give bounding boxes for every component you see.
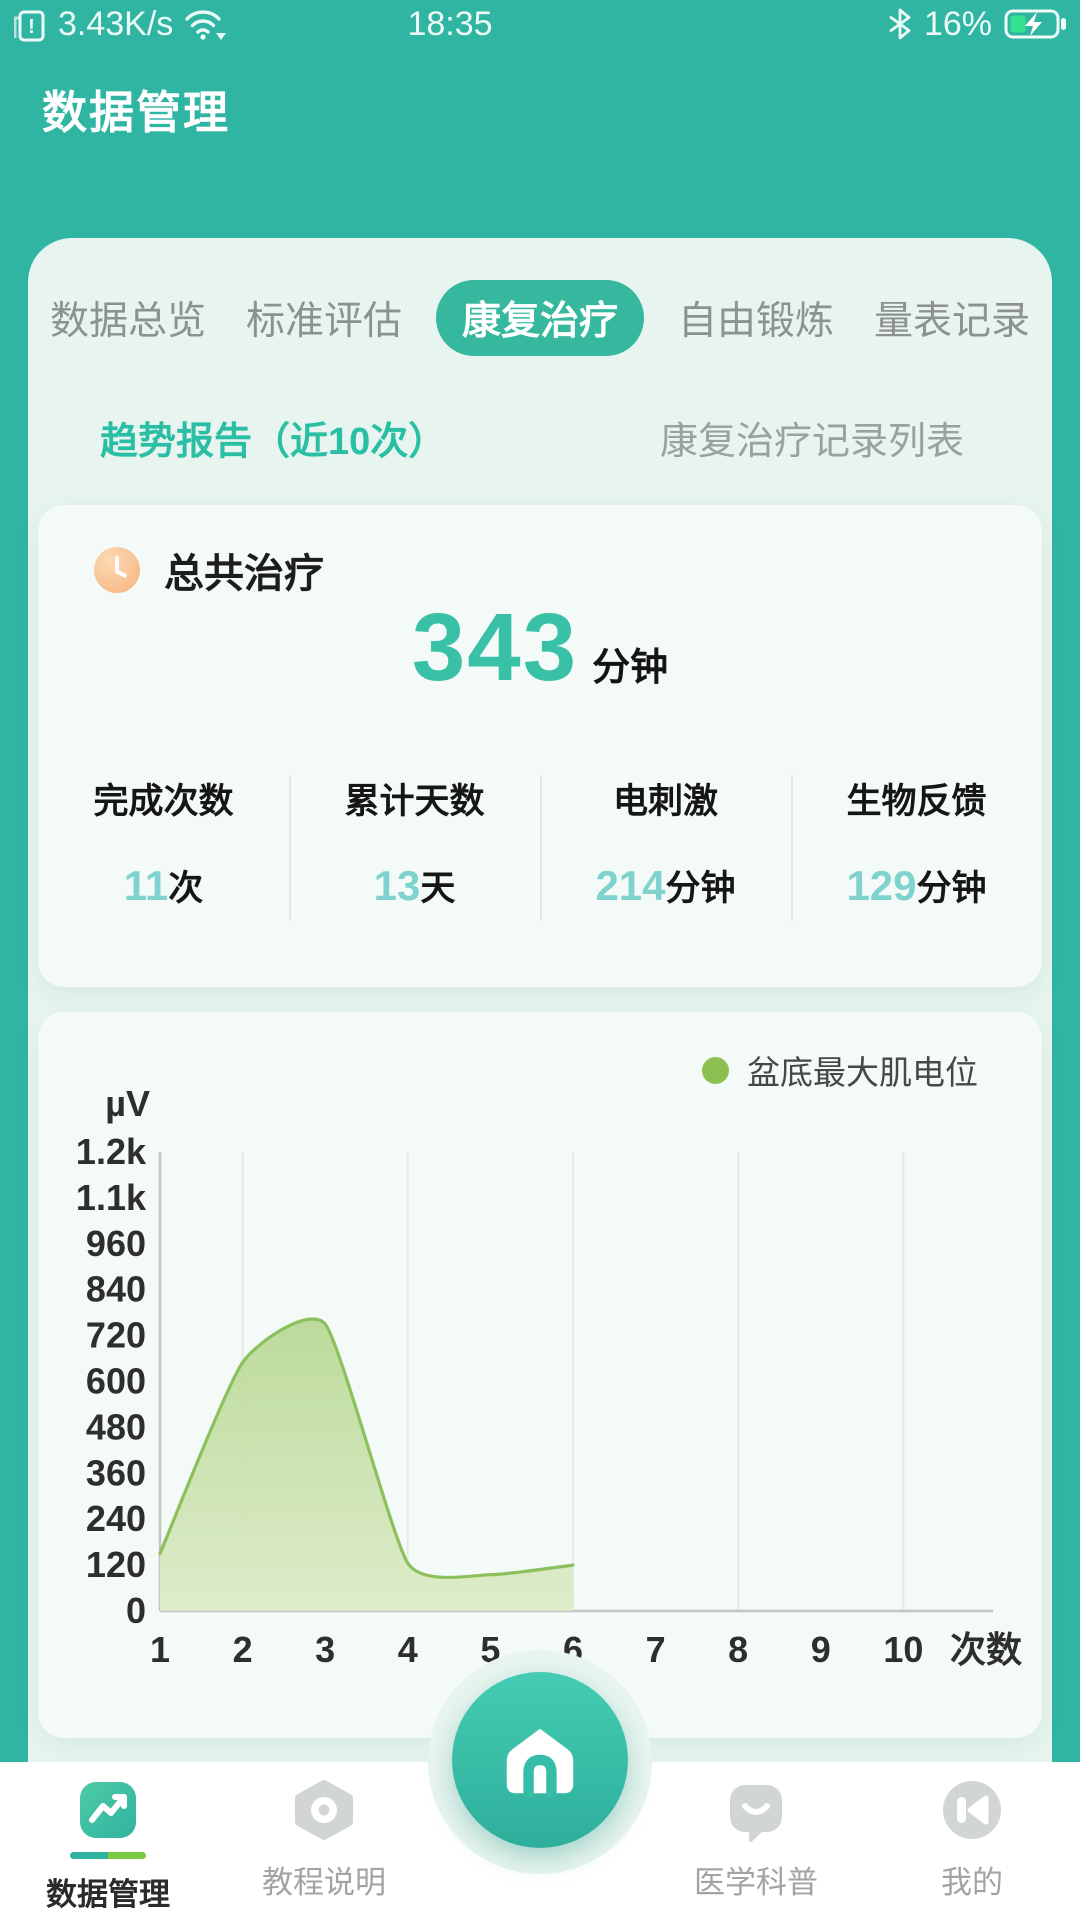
- svg-text:480: 480: [86, 1406, 146, 1447]
- svg-text:0: 0: [126, 1590, 146, 1631]
- tab-0[interactable]: 数据总览: [50, 300, 207, 343]
- nav-label: 数据管理: [46, 1877, 170, 1912]
- svg-text:720: 720: [86, 1315, 146, 1356]
- stat-value: 11次: [123, 862, 204, 909]
- svg-text:µV: µV: [105, 1083, 150, 1124]
- status-left-group: ! 3.43K/s: [14, 0, 227, 48]
- stat-value: 214分钟: [595, 862, 736, 909]
- stat-label: 电刺激: [612, 782, 718, 821]
- battery-charging-icon: [1004, 9, 1066, 39]
- svg-text:240: 240: [86, 1498, 146, 1539]
- svg-text:10: 10: [883, 1629, 923, 1670]
- svg-text:7: 7: [646, 1629, 666, 1670]
- home-icon: [506, 1728, 574, 1799]
- tab-2[interactable]: 康复治疗: [435, 280, 644, 356]
- bluetooth-icon: [889, 8, 911, 40]
- stat-1: 累计天数 13天: [289, 773, 540, 921]
- home-button[interactable]: [452, 1672, 628, 1848]
- stat-label: 累计天数: [344, 782, 485, 821]
- profile-icon: [940, 1778, 1004, 1847]
- stat-label: 生物反馈: [846, 782, 987, 821]
- content-panel: 数据总览 标准评估 康复治疗 自由锻炼 量表记录 趋势报告（近10次） 康复治疗记录列表 …: [28, 238, 1052, 1818]
- legend-dot-icon: [702, 1056, 729, 1084]
- svg-text:9: 9: [811, 1629, 831, 1670]
- svg-text:840: 840: [86, 1269, 146, 1310]
- subtab-0[interactable]: 趋势报告（近10次）: [100, 421, 447, 463]
- stat-value: 129分钟: [846, 862, 987, 909]
- svg-text:8: 8: [728, 1629, 748, 1670]
- tab-4[interactable]: 量表记录: [873, 300, 1030, 343]
- summary-header: 总共治疗: [94, 541, 324, 599]
- active-underline: [70, 1852, 146, 1859]
- svg-text:960: 960: [86, 1223, 146, 1264]
- status-time: 18:35: [407, 4, 493, 43]
- svg-text:1.2k: 1.2k: [76, 1131, 147, 1172]
- total-treatment-row: 343 分钟: [38, 593, 1042, 703]
- svg-text:600: 600: [86, 1361, 146, 1402]
- summary-stats-row: 完成次数 11次 累计天数 13天 电刺激 214分钟 生物反馈 129分钟: [38, 773, 1042, 921]
- total-minutes-value: 343: [411, 594, 579, 701]
- tab-3[interactable]: 自由锻炼: [677, 300, 834, 343]
- wifi-icon: [185, 10, 227, 40]
- chart-line-icon: [76, 1778, 140, 1847]
- area-fill: [160, 1318, 573, 1611]
- svg-text:1.1k: 1.1k: [76, 1177, 147, 1218]
- page-title: 数据管理: [42, 87, 231, 138]
- subtab-bar: 趋势报告（近10次） 康复治疗记录列表: [100, 410, 964, 465]
- nav-label: 医学科普: [694, 1865, 818, 1900]
- stat-value: 13天: [373, 862, 456, 909]
- trend-chart-card: 盆底最大肌电位 µV 1.2k 1.1k 960 840 720 600 480 360 240 1…: [38, 1012, 1042, 1738]
- tab-bar: 数据总览 标准评估 康复治疗 自由锻炼 量表记录: [44, 280, 1036, 356]
- sim-alert-icon: !: [14, 10, 45, 42]
- svg-text:!: !: [28, 16, 35, 38]
- total-minutes-unit: 分钟: [592, 647, 669, 689]
- svg-text:360: 360: [86, 1452, 146, 1493]
- legend-label: 盆底最大肌电位: [747, 1054, 978, 1091]
- nav-item-4[interactable]: 我的: [864, 1762, 1080, 1920]
- chart-legend: 盆底最大肌电位: [702, 1046, 978, 1094]
- treatment-summary-card: 总共治疗 343 分钟 完成次数 11次 累计天数 13天 电刺激 214分钟 生物反馈 129…: [38, 505, 1042, 987]
- status-right-group: 16%: [888, 0, 1068, 48]
- clock-icon: [94, 547, 140, 593]
- nav-label: 我的: [941, 1865, 1003, 1900]
- stat-3: 生物反馈 129分钟: [791, 773, 1042, 921]
- svg-text:3: 3: [315, 1629, 335, 1670]
- stat-label: 完成次数: [93, 782, 234, 821]
- nav-label: 教程说明: [262, 1865, 386, 1900]
- svg-text:次数: 次数: [950, 1629, 1022, 1670]
- nav-item-0[interactable]: 数据管理: [0, 1762, 216, 1920]
- stat-0: 完成次数 11次: [38, 773, 289, 911]
- summary-title: 总共治疗: [164, 552, 324, 596]
- subtab-1[interactable]: 康复治疗记录列表: [659, 421, 964, 463]
- area-line: [158, 1317, 575, 1580]
- net-speed: 3.43K/s: [58, 4, 174, 43]
- medical-chat-icon: [724, 1778, 788, 1847]
- battery-percent: 16%: [923, 4, 992, 43]
- tutorial-icon: [292, 1778, 356, 1847]
- status-bar: ! 3.43K/s 18:35 16%: [0, 0, 1080, 48]
- tab-1[interactable]: 标准评估: [245, 300, 402, 343]
- svg-text:2: 2: [233, 1629, 253, 1670]
- svg-text:120: 120: [86, 1544, 146, 1585]
- stat-2: 电刺激 214分钟: [540, 773, 791, 921]
- nav-item-3[interactable]: 医学科普: [648, 1762, 864, 1920]
- nav-item-1[interactable]: 教程说明: [216, 1762, 432, 1920]
- svg-text:1: 1: [150, 1629, 170, 1670]
- svg-text:4: 4: [398, 1629, 418, 1670]
